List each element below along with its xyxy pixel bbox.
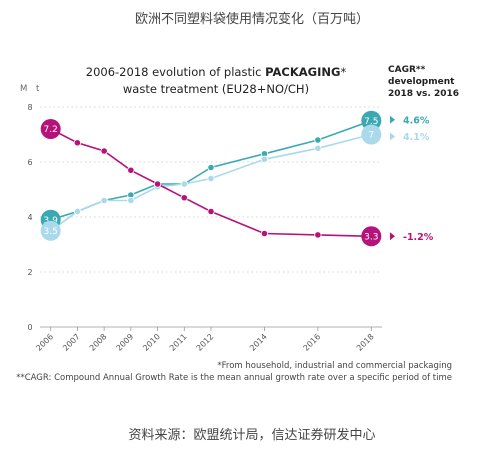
endpoint-circle-teal-end	[361, 110, 382, 131]
endpoint-circle-lightblue-start	[40, 220, 61, 241]
x-tick-label: 2011	[168, 332, 189, 353]
data-point-lightblue	[314, 144, 322, 152]
page-source: 资料来源：欧盟统计局，信达证券研发中心	[128, 428, 376, 443]
cagr-arrow-lightblue	[390, 132, 395, 141]
y-tick-label: 4	[27, 213, 32, 222]
data-label-lightblue-end: 7	[368, 131, 374, 141]
x-tick-label: 2014	[248, 332, 269, 353]
data-point-magenta	[153, 180, 162, 188]
x-tick-label: 2007	[61, 332, 82, 353]
chart-title-bold: PACKAGING	[265, 65, 340, 79]
data-point-magenta	[73, 139, 82, 147]
chart-title-line1: 2006-2018 evolution of plastic PACKAGING…	[86, 65, 347, 79]
data-label-magenta-start: 7.2	[44, 125, 58, 135]
data-point-lightblue	[260, 155, 269, 163]
chart-title-line2: waste treatment (EU28+NO/CH)	[123, 82, 309, 96]
label-layer: 3.97.53.577.23.3	[40, 110, 382, 247]
cagr-layer: 4.6% 4.1% -1.2%	[390, 115, 434, 243]
x-tick-label: 2010	[141, 332, 162, 353]
endpoint-circle-lightblue-end	[361, 124, 382, 145]
cagr-value-magenta: -1.2%	[403, 232, 434, 243]
data-label-lightblue-start: 3.5	[44, 227, 58, 237]
x-tick-label: 2009	[114, 332, 135, 353]
page-title: 欧洲不同塑料袋使用情况变化（百万吨）	[134, 12, 369, 27]
chart-title-pre: 2006-2018 evolution of plastic	[86, 65, 265, 79]
cagr-arrow-teal	[390, 115, 395, 124]
y-tick-label: 2	[27, 268, 32, 277]
cagr-value-lightblue: 4.1%	[403, 132, 430, 143]
y-axis-unit: M t	[20, 84, 42, 94]
series-layer	[50, 120, 372, 239]
y-tick-label: 6	[27, 158, 32, 167]
grid-layer	[40, 106, 382, 273]
endpoint-circle-magenta-end	[361, 226, 382, 247]
data-point-lightblue	[180, 180, 188, 188]
x-tick-label: 2016	[302, 332, 323, 353]
data-point-teal	[314, 136, 322, 144]
y-tick-label: 0	[27, 323, 32, 332]
cagr-header-1: CAGR**	[388, 65, 426, 75]
footnote-1: *From household, industrial and commerci…	[217, 361, 452, 371]
data-point-magenta	[207, 207, 215, 216]
axis-layer: 0 2 4 6 8 2006 2007 2008 2009 2010 2011 2012 2014 201…	[27, 103, 382, 353]
data-label-teal-end: 7.5	[364, 117, 378, 127]
data-point-lightblue	[100, 196, 108, 205]
x-tick-label: 2012	[195, 332, 216, 353]
series-line-magenta	[50, 128, 372, 238]
data-point-lightblue	[73, 207, 82, 216]
cagr-arrow-magenta	[390, 232, 395, 241]
cagr-header-3: 2018 vs. 2016	[388, 89, 459, 99]
data-label-magenta-end: 3.3	[364, 232, 378, 242]
y-tick-label: 8	[27, 103, 32, 112]
chart-title-post: *	[340, 65, 346, 79]
x-tick-label: 2006	[34, 332, 55, 353]
endpoint-circle-magenta-start	[40, 119, 61, 139]
x-tick-label: 2008	[88, 332, 109, 353]
x-tick-label: 2018	[355, 332, 376, 353]
data-point-lightblue	[127, 196, 135, 205]
data-point-lightblue	[207, 174, 215, 183]
data-point-magenta	[127, 166, 135, 174]
data-point-magenta	[314, 231, 322, 239]
cagr-value-teal: 4.6%	[403, 115, 430, 126]
footnote-2: **CAGR: Compound Annual Growth Rate is t…	[16, 373, 452, 383]
data-point-magenta	[260, 229, 269, 238]
data-point-magenta	[180, 194, 188, 202]
data-point-teal	[207, 163, 215, 172]
series-line-lightblue	[50, 133, 372, 232]
cagr-header-2: development	[388, 77, 455, 87]
data-point-magenta	[100, 147, 108, 155]
